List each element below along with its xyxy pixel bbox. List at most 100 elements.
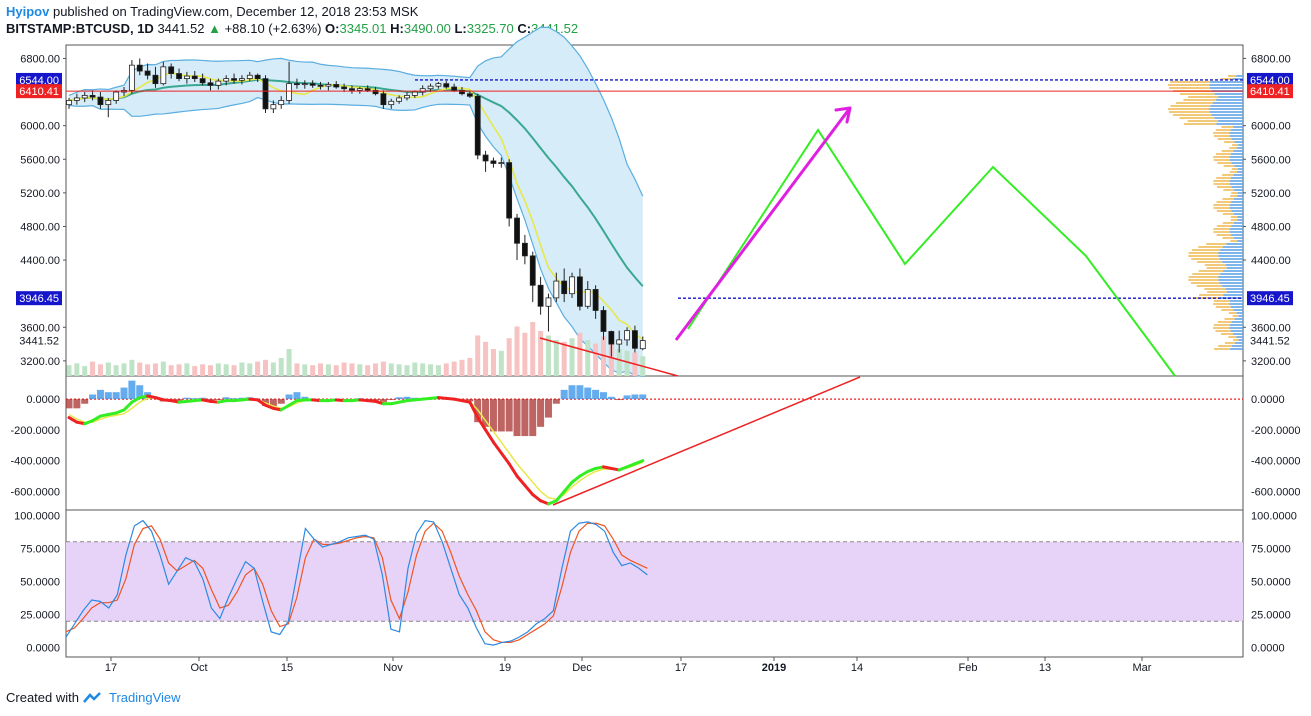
candle-body: [569, 276, 575, 295]
osc-main-line: [562, 480, 574, 494]
candle-body: [577, 276, 583, 307]
candle-body: [152, 74, 159, 85]
author-name[interactable]: Hyipov: [6, 4, 50, 19]
osc-main-line: [491, 440, 503, 455]
price-tick-right: 5200.00: [1251, 188, 1291, 200]
volume-bar: [412, 362, 418, 376]
osc-histogram-bar: [104, 392, 112, 400]
change-up-icon: ▲: [208, 21, 221, 36]
volume-profile-bar: [1220, 273, 1243, 275]
osc-histogram-bar: [482, 399, 490, 427]
osc-histogram-bar: [592, 389, 600, 400]
volume-profile-bar: [1213, 231, 1230, 233]
volume-profile-bar: [1192, 249, 1221, 251]
volume-profile-bar: [1218, 345, 1232, 347]
volume-profile-bar: [1228, 312, 1237, 314]
candle-body: [89, 95, 96, 98]
bollinger-lower: [68, 96, 643, 377]
candle-body: [105, 100, 112, 106]
volume-profile-bar: [1218, 255, 1243, 257]
volume-profile-bar: [1231, 138, 1243, 140]
volume-profile-bar: [1175, 102, 1213, 104]
volume-bar: [105, 362, 111, 376]
volume-bar: [121, 363, 127, 376]
candle-body: [419, 88, 426, 93]
volume-bar: [90, 361, 96, 376]
low-value: 3325.70: [466, 21, 514, 36]
candle-body: [231, 78, 237, 81]
price-label-bg: [16, 72, 62, 87]
osc-main-line: [122, 400, 134, 412]
stoch-tick-left: 25.0000: [20, 610, 60, 622]
volume-bar: [184, 363, 190, 376]
volume-profile-bar: [1220, 297, 1243, 299]
volume-bar: [168, 365, 174, 376]
volume-bar: [506, 338, 512, 376]
candle-body: [427, 85, 434, 90]
stoch-tick-right: 100.0000: [1251, 510, 1297, 522]
price-label-bg: [16, 333, 62, 348]
volume-bar: [152, 363, 158, 376]
stoch-tick-right: 50.0000: [1251, 577, 1291, 589]
osc-histogram-bar: [631, 394, 639, 400]
volume-bar: [357, 364, 363, 376]
volume-profile-bar: [1223, 189, 1235, 191]
candle-body: [97, 96, 104, 106]
volume-profile-bar: [1229, 207, 1243, 209]
volume-profile-bar: [1231, 234, 1243, 236]
osc-tick-left: -200.0000: [10, 425, 60, 437]
high-value: 3490.00: [403, 21, 451, 36]
change-value: +88.10 (+2.63%): [224, 21, 322, 36]
volume-profile-bar: [1215, 306, 1231, 308]
osc-main-line: [499, 451, 511, 466]
volume-profile-bar: [1230, 306, 1243, 308]
volume-profile-bar: [1168, 84, 1210, 86]
tradingview-logo-icon: [83, 691, 101, 703]
price-tick-left: 3600.00: [20, 322, 60, 334]
volume-profile-bar: [1192, 297, 1221, 299]
volume-profile-bar: [1233, 198, 1243, 200]
volume-bar: [74, 363, 80, 376]
volume-profile-bar: [1230, 330, 1243, 332]
osc-main-line: [484, 428, 495, 444]
tradingview-brand[interactable]: TradingView: [108, 690, 181, 705]
volume-bar: [97, 364, 103, 376]
volume-profile-bar: [1229, 156, 1243, 158]
candle-body: [474, 95, 481, 156]
magenta-arrow-line: [674, 107, 852, 341]
volume-bar: [373, 363, 379, 376]
volume-profile-bar: [1170, 105, 1211, 107]
volume-profile-bar: [1217, 138, 1232, 140]
volume-profile-bar: [1234, 318, 1243, 320]
price-label-text: 3441.52: [19, 336, 59, 348]
volume-bar: [577, 332, 583, 376]
volume-bar: [333, 365, 339, 376]
candle-body: [521, 242, 528, 257]
price-tick-left: 5200.00: [20, 188, 60, 200]
volume-bar: [137, 362, 143, 376]
volume-bar: [420, 363, 426, 376]
volume-bar: [498, 350, 504, 376]
volume-bar: [435, 365, 441, 376]
osc-main-line: [570, 474, 582, 484]
osc-main-line: [633, 459, 645, 466]
volume-profile-bar: [1230, 219, 1238, 221]
x-tick-label: 13: [1039, 662, 1051, 674]
volume-profile-bar: [1217, 162, 1232, 164]
osc-histogram-bar: [395, 397, 403, 400]
price-label-text: 6410.41: [1250, 86, 1290, 98]
volume-profile-bar: [1216, 177, 1231, 179]
volume-profile-bar: [1234, 189, 1243, 191]
osc-histogram-bar: [537, 399, 545, 427]
volume-profile-bar: [1210, 105, 1243, 107]
volume-profile-bar: [1223, 270, 1243, 272]
osc-histogram-bar: [584, 387, 592, 400]
volume-profile-bar: [1220, 249, 1243, 251]
volume-profile-bar: [1233, 222, 1243, 224]
volume-profile-bar: [1213, 228, 1230, 230]
price-tick-left: 3200.00: [20, 356, 60, 368]
volume-bar: [569, 338, 575, 376]
volume-profile-bar: [1236, 312, 1243, 314]
volume-profile-bar: [1230, 153, 1243, 155]
